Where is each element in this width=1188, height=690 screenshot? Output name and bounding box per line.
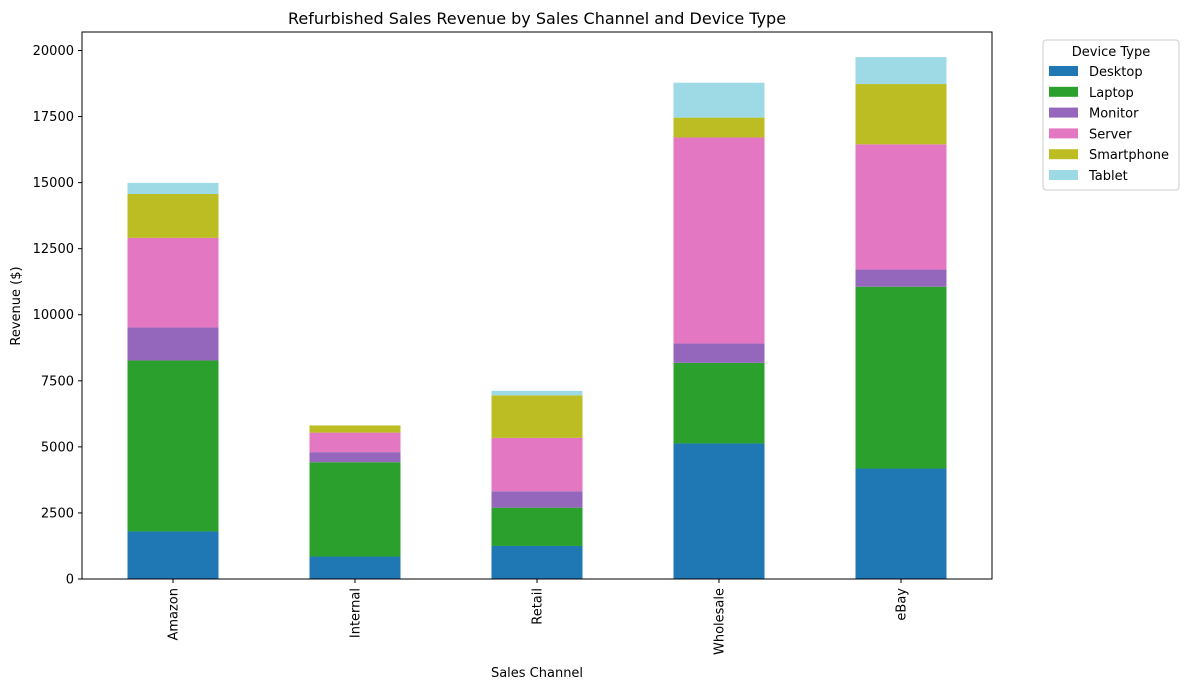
y-tick-label: 5000 — [41, 440, 74, 455]
bar-wholesale-smartphone — [673, 117, 765, 138]
x-tick-label: eBay — [895, 588, 910, 621]
bar-retail-monitor — [491, 491, 583, 508]
bar-wholesale-laptop — [673, 362, 765, 444]
legend-label-server: Server — [1089, 127, 1132, 142]
bar-ebay-server — [855, 144, 947, 270]
bar-wholesale-server — [673, 137, 765, 344]
y-tick-label: 17500 — [33, 110, 74, 125]
legend: Device Type Desktop Laptop Monitor Server Sm… — [1042, 39, 1180, 191]
bar-amazon-smartphone — [127, 193, 219, 238]
bar-amazon-server — [127, 237, 219, 328]
legend-swatch-tablet — [1049, 170, 1078, 180]
bar-retail-laptop — [491, 507, 583, 546]
y-axis-title: Revenue ($) — [9, 266, 24, 345]
legend-swatch-desktop — [1049, 66, 1078, 76]
bar-internal-server — [309, 432, 401, 453]
x-tick-label: Wholesale — [713, 588, 728, 655]
bar-wholesale-monitor — [673, 343, 765, 363]
legend-swatch-server — [1049, 128, 1078, 139]
y-tick-label: 12500 — [33, 242, 74, 257]
bar-retail-server — [491, 437, 583, 492]
bar-ebay-laptop — [855, 286, 947, 469]
bar-ebay-smartphone — [855, 84, 947, 145]
x-tick-label: Internal — [349, 588, 364, 638]
y-tick-label: 20000 — [33, 44, 74, 59]
bar-retail-desktop — [491, 545, 583, 579]
y-tick-label: 15000 — [33, 176, 74, 191]
bar-amazon-tablet — [127, 182, 219, 194]
legend-swatch-laptop — [1049, 86, 1078, 97]
x-tick-label: Amazon — [167, 588, 182, 641]
legend-title: Device Type — [1072, 45, 1150, 60]
legend-swatch-monitor — [1049, 107, 1078, 118]
legend-swatch-smartphone — [1049, 149, 1078, 160]
legend-label-tablet: Tablet — [1088, 169, 1128, 184]
legend-label-laptop: Laptop — [1089, 86, 1134, 101]
plot-area — [127, 57, 947, 579]
y-tick-label: 0 — [66, 573, 74, 588]
bar-retail-tablet — [491, 390, 583, 396]
legend-label-smartphone: Smartphone — [1089, 148, 1169, 163]
y-tick-label: 2500 — [41, 506, 74, 521]
x-tick-label: Retail — [531, 588, 546, 625]
x-axis-title: Sales Channel — [491, 666, 583, 681]
bar-internal-desktop — [309, 556, 401, 579]
bar-retail-smartphone — [491, 395, 583, 438]
bar-wholesale-desktop — [673, 443, 765, 579]
bar-ebay-monitor — [855, 269, 947, 287]
bar-wholesale-tablet — [673, 82, 765, 118]
y-tick-label: 10000 — [33, 308, 74, 323]
bar-internal-laptop — [309, 462, 401, 557]
bar-ebay-tablet — [855, 57, 947, 85]
legend-label-desktop: Desktop — [1089, 65, 1143, 80]
bar-internal-monitor — [309, 452, 401, 463]
bar-amazon-monitor — [127, 327, 219, 361]
bar-amazon-desktop — [127, 531, 219, 579]
chart-title: Refurbished Sales Revenue by Sales Chann… — [288, 9, 786, 28]
bar-amazon-laptop — [127, 360, 219, 532]
y-tick-label: 7500 — [41, 374, 74, 389]
axes: 0 2500 5000 7500 10000 12500 15000 17500 20000 Am… — [33, 31, 993, 655]
bar-internal-smartphone — [309, 425, 401, 433]
bar-ebay-desktop — [855, 468, 947, 579]
legend-label-monitor: Monitor — [1089, 107, 1139, 122]
